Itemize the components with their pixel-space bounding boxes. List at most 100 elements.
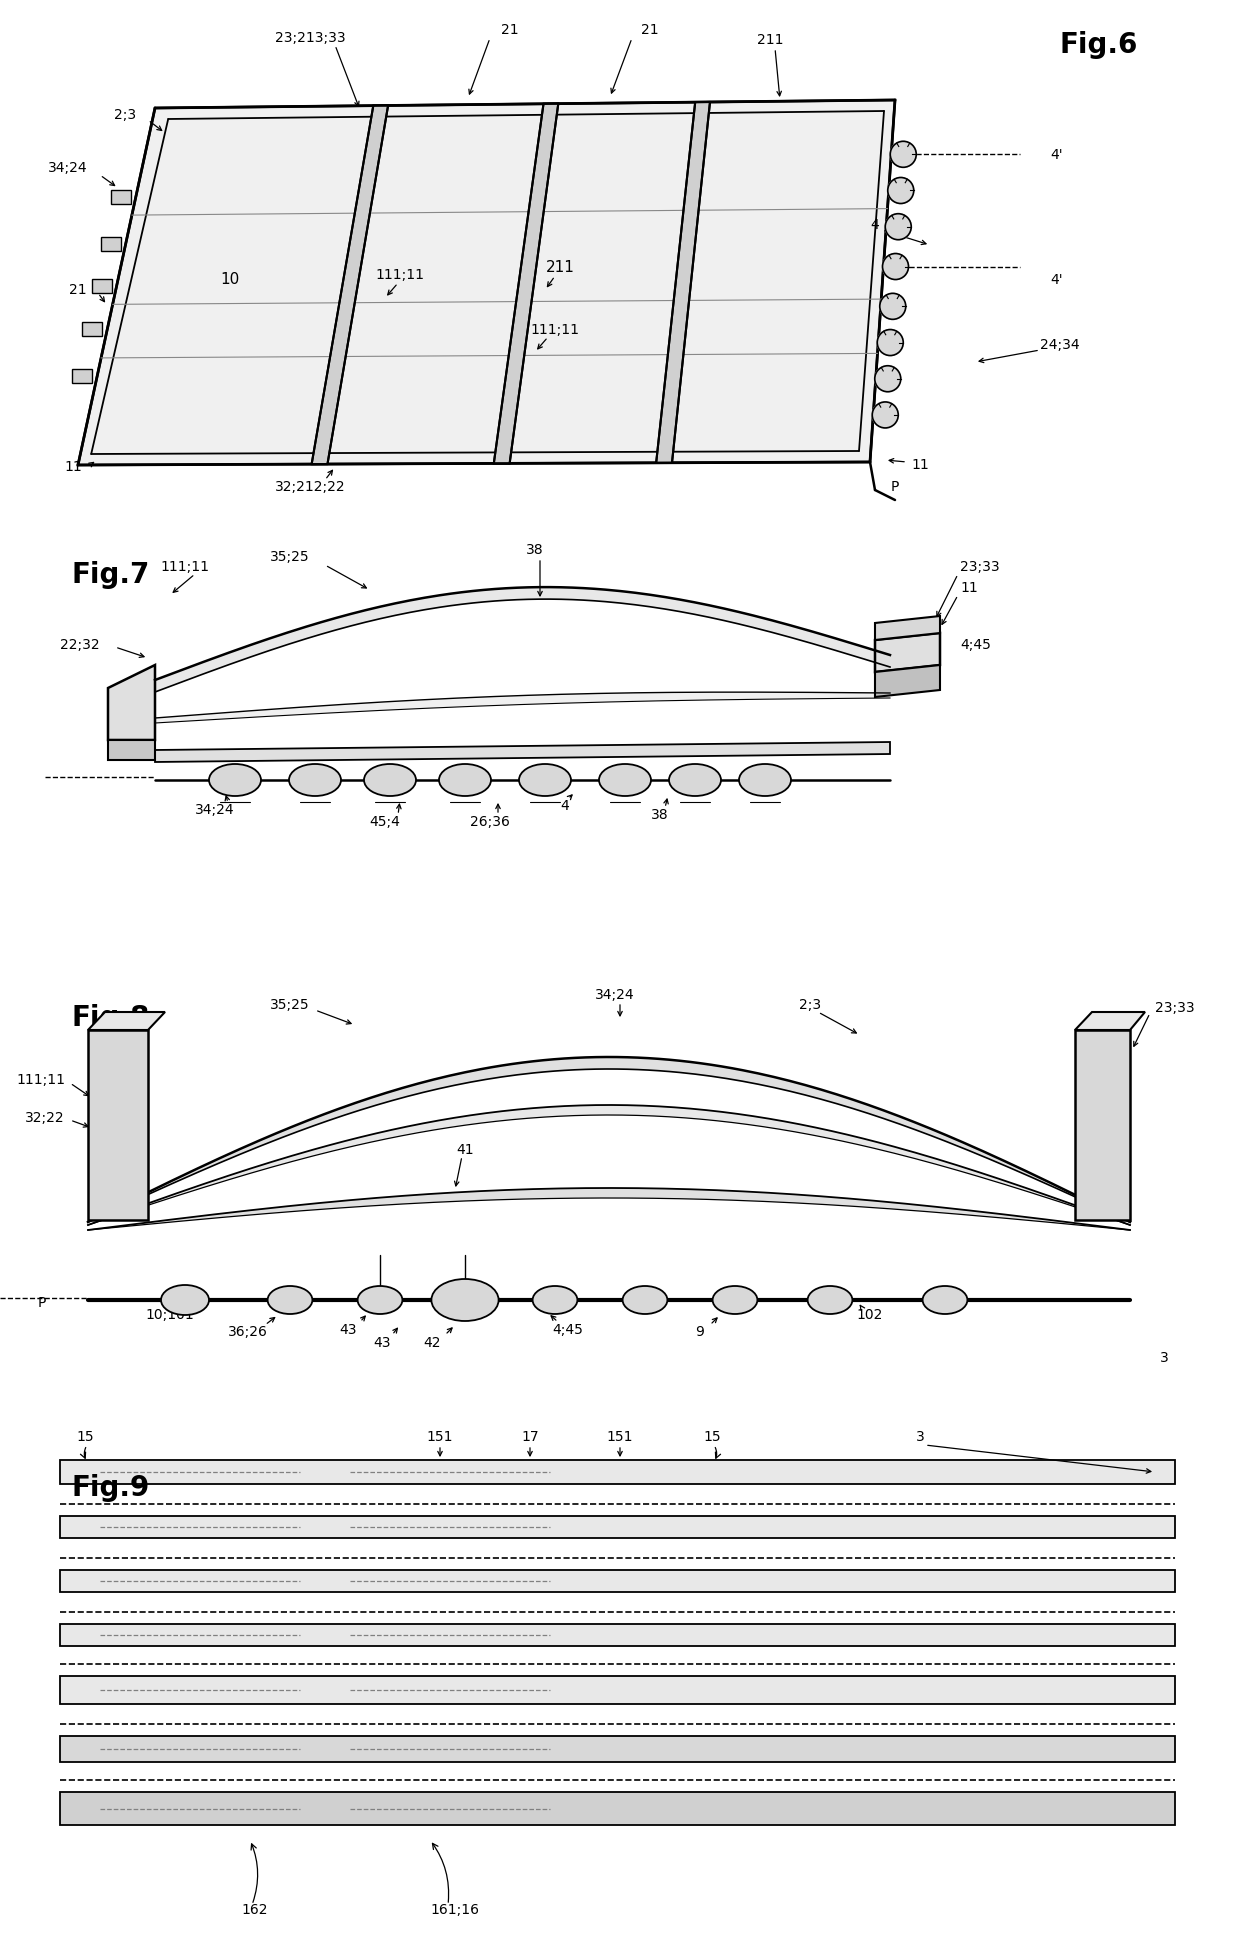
Ellipse shape [161,1286,210,1315]
Bar [60,1570,1176,1592]
Polygon shape [1075,1031,1130,1219]
Text: P: P [890,480,899,494]
Text: 4': 4' [1050,272,1063,286]
Text: 32;22: 32;22 [25,1111,64,1125]
Polygon shape [88,1105,1130,1225]
Polygon shape [494,104,558,463]
Text: 21: 21 [501,24,518,37]
Polygon shape [88,1011,165,1031]
Ellipse shape [210,764,260,796]
Bar [60,1460,1176,1484]
Text: 17: 17 [521,1431,539,1445]
Ellipse shape [432,1280,498,1321]
Text: 24;34: 24;34 [1040,337,1080,353]
Text: 36;26: 36;26 [228,1325,268,1339]
Text: 21: 21 [641,24,658,37]
Polygon shape [88,1031,148,1219]
Ellipse shape [713,1286,758,1313]
Ellipse shape [365,764,415,796]
Polygon shape [1075,1011,1145,1031]
Bar [60,1515,1176,1539]
Text: 38: 38 [651,808,668,821]
Text: 23;213;33: 23;213;33 [275,31,345,45]
Text: 102: 102 [857,1307,883,1321]
Polygon shape [78,100,895,465]
Text: Fig.9: Fig.9 [72,1474,150,1501]
Polygon shape [88,1056,1130,1221]
Text: 21: 21 [69,282,87,298]
Text: 43: 43 [340,1323,357,1337]
Polygon shape [155,588,890,692]
Polygon shape [82,321,102,337]
Ellipse shape [622,1286,667,1313]
Ellipse shape [357,1286,403,1313]
Text: 111;11: 111;11 [376,269,424,282]
Text: 34;24: 34;24 [195,804,234,817]
Polygon shape [875,633,940,672]
Text: 10;101: 10;101 [145,1307,195,1321]
Circle shape [883,253,909,280]
Text: 23;33: 23;33 [960,561,999,574]
Text: 11: 11 [911,459,929,472]
Bar [60,1625,1176,1646]
Text: 2;3: 2;3 [799,998,821,1011]
Circle shape [879,294,905,319]
Ellipse shape [439,764,491,796]
Text: 43: 43 [373,1337,391,1350]
Polygon shape [88,1188,1130,1231]
Text: 211: 211 [756,33,784,47]
Ellipse shape [739,764,791,796]
Polygon shape [100,237,120,251]
Text: 11: 11 [64,461,82,474]
Text: 10: 10 [221,272,239,288]
Text: 23;33: 23;33 [1154,1002,1194,1015]
Text: 26;36: 26;36 [470,815,510,829]
Ellipse shape [807,1286,852,1313]
Text: 111;11: 111;11 [531,323,579,337]
Text: 111;11: 111;11 [16,1072,64,1088]
Circle shape [890,141,916,167]
Text: 34;24: 34;24 [595,988,635,1002]
Polygon shape [110,190,130,204]
Text: 38: 38 [526,543,544,557]
Text: 4;45: 4;45 [553,1323,584,1337]
Polygon shape [311,106,388,465]
Polygon shape [875,615,940,641]
Text: 35;25: 35;25 [270,998,310,1011]
Text: 15: 15 [703,1431,720,1445]
Text: 42: 42 [423,1337,440,1350]
Polygon shape [155,743,890,762]
Text: Fig.7: Fig.7 [72,561,150,590]
Text: 151: 151 [427,1431,454,1445]
Text: 4;45: 4;45 [960,639,991,653]
Text: Fig.6: Fig.6 [1060,31,1138,59]
Polygon shape [92,280,112,294]
Text: 11: 11 [960,580,978,596]
Text: 2;3: 2;3 [114,108,136,122]
Ellipse shape [670,764,720,796]
Text: 22;32: 22;32 [60,639,99,653]
Text: 4': 4' [1050,149,1063,163]
Text: 34;24: 34;24 [48,161,88,174]
Circle shape [888,178,914,204]
Bar [60,1791,1176,1825]
Bar [60,1737,1176,1762]
Text: 45;4: 45;4 [370,815,401,829]
Text: 3: 3 [1159,1350,1169,1364]
Polygon shape [108,664,155,741]
Text: 111;11: 111;11 [160,561,210,574]
Bar [60,1676,1176,1703]
Text: 41: 41 [456,1143,474,1156]
Text: 162: 162 [242,1903,268,1917]
Text: 15: 15 [76,1431,94,1445]
Polygon shape [875,664,940,698]
Ellipse shape [533,1286,578,1313]
Text: 3: 3 [915,1431,924,1445]
Ellipse shape [289,764,341,796]
Ellipse shape [520,764,570,796]
Text: 32;212;22: 32;212;22 [275,480,345,494]
Text: P: P [37,1296,46,1309]
Circle shape [885,214,911,239]
Circle shape [877,329,903,355]
Text: 211: 211 [546,261,574,276]
